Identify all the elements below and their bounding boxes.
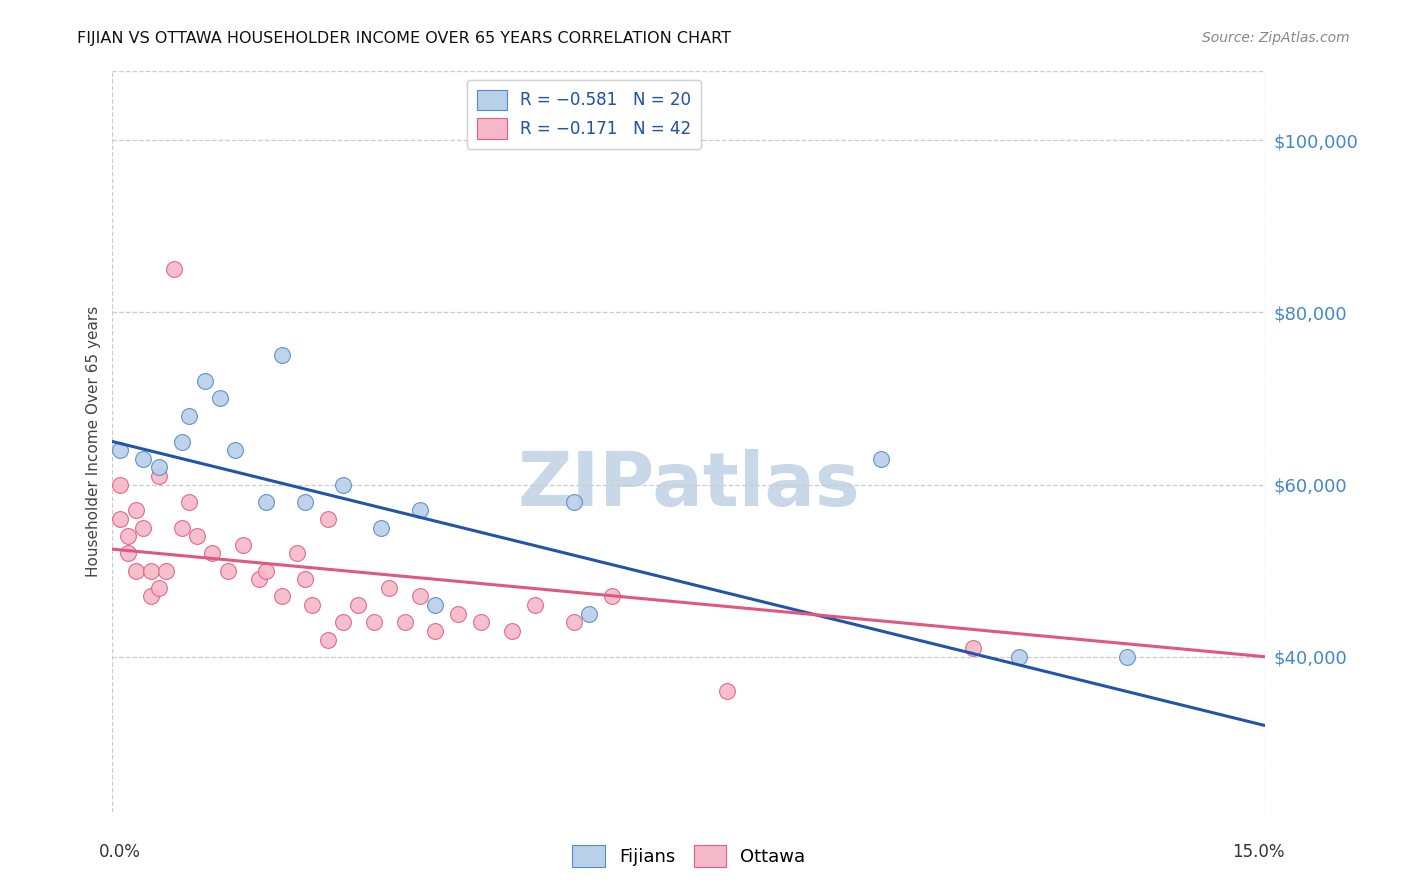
Point — [148, 469, 170, 483]
Text: 15.0%: 15.0% — [1232, 843, 1285, 861]
Point — [409, 503, 432, 517]
Point — [117, 529, 139, 543]
Y-axis label: Householder Income Over 65 years: Householder Income Over 65 years — [86, 306, 101, 577]
Point — [370, 521, 392, 535]
Point — [1008, 649, 1031, 664]
Text: Source: ZipAtlas.com: Source: ZipAtlas.com — [1202, 31, 1350, 45]
Point — [108, 512, 131, 526]
Text: FIJIAN VS OTTAWA HOUSEHOLDER INCOME OVER 65 YEARS CORRELATION CHART: FIJIAN VS OTTAWA HOUSEHOLDER INCOME OVER… — [77, 31, 731, 46]
Point — [163, 262, 186, 277]
Point — [447, 607, 470, 621]
Point — [1116, 649, 1139, 664]
Legend: Fijians, Ottawa: Fijians, Ottawa — [565, 838, 813, 874]
Point — [316, 512, 339, 526]
Point — [600, 590, 623, 604]
Point — [224, 443, 246, 458]
Point — [316, 632, 339, 647]
Point — [562, 495, 585, 509]
Point — [470, 615, 492, 630]
Point — [209, 392, 232, 406]
Point — [194, 374, 217, 388]
Point — [270, 348, 292, 362]
Point — [179, 495, 201, 509]
Point — [394, 615, 416, 630]
Point — [294, 572, 316, 586]
Point — [425, 598, 447, 612]
Point — [501, 624, 523, 638]
Point — [170, 521, 193, 535]
Point — [108, 443, 131, 458]
Legend: R = −0.581   N = 20, R = −0.171   N = 42: R = −0.581 N = 20, R = −0.171 N = 42 — [467, 79, 702, 149]
Point — [254, 495, 277, 509]
Text: 0.0%: 0.0% — [98, 843, 141, 861]
Point — [108, 477, 131, 491]
Point — [155, 564, 177, 578]
Point — [962, 641, 984, 656]
Point — [524, 598, 547, 612]
Point — [716, 684, 738, 698]
Point — [254, 564, 277, 578]
Point — [132, 451, 155, 466]
Point — [285, 546, 308, 560]
Point — [217, 564, 239, 578]
Point — [332, 477, 354, 491]
Point — [562, 615, 585, 630]
Point — [201, 546, 224, 560]
Point — [139, 590, 162, 604]
Point — [378, 581, 401, 595]
Point — [148, 581, 170, 595]
Point — [332, 615, 354, 630]
Point — [148, 460, 170, 475]
Point — [124, 564, 146, 578]
Point — [139, 564, 162, 578]
Point — [117, 546, 139, 560]
Point — [232, 538, 254, 552]
Point — [186, 529, 208, 543]
Point — [301, 598, 323, 612]
Point — [270, 590, 292, 604]
Point — [124, 503, 146, 517]
Point — [409, 590, 432, 604]
Point — [179, 409, 201, 423]
Point — [170, 434, 193, 449]
Point — [578, 607, 600, 621]
Point — [425, 624, 447, 638]
Point — [132, 521, 155, 535]
Point — [363, 615, 385, 630]
Point — [347, 598, 370, 612]
Text: ZIPatlas: ZIPatlas — [517, 450, 860, 523]
Point — [294, 495, 316, 509]
Point — [247, 572, 270, 586]
Point — [870, 451, 893, 466]
